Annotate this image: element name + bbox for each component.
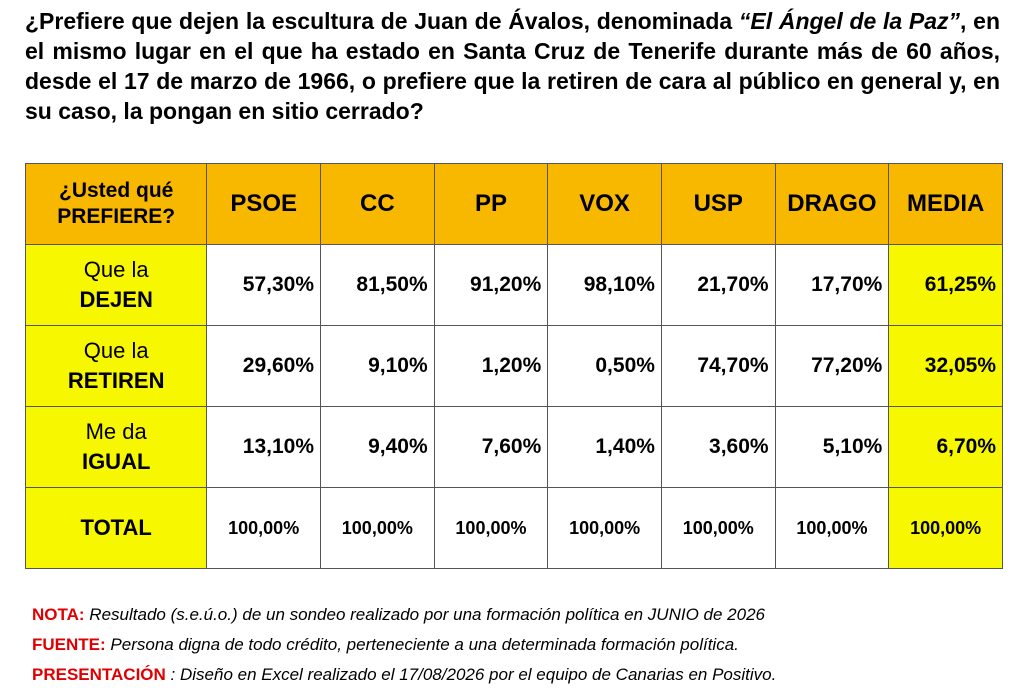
header-cell: PP bbox=[433, 163, 549, 245]
note-label: PRESENTACIÓN bbox=[32, 665, 166, 684]
value-cell: 29,60% bbox=[206, 325, 321, 407]
value-cell: 100,00% bbox=[547, 487, 662, 569]
value-cell: 100,00% bbox=[774, 487, 890, 569]
row-label-bottom: DEJEN bbox=[79, 287, 153, 312]
value-cell: 1,20% bbox=[433, 325, 549, 407]
note-label: FUENTE: bbox=[32, 635, 106, 654]
table-row: Me da IGUAL 13,10% 9,40% 7,60% 1,40% 3,60% 5,10… bbox=[24, 406, 1003, 488]
value-cell: 100,00% bbox=[320, 487, 435, 569]
value-cell: 100,00% bbox=[888, 487, 1003, 569]
row-label-bottom: IGUAL bbox=[81, 449, 151, 474]
value-cell: 0,50% bbox=[547, 325, 662, 407]
value-cell: 9,10% bbox=[320, 325, 435, 407]
row-label: Que la DEJEN bbox=[24, 244, 208, 326]
question-text: ¿Prefiere que dejen la escultura de Juan… bbox=[25, 8, 739, 34]
row-label-bottom: TOTAL bbox=[80, 515, 152, 540]
note-text: : Diseño en Excel realizado el 17/08/202… bbox=[170, 665, 777, 684]
note-label: NOTA: bbox=[32, 605, 85, 624]
value-cell: 100,00% bbox=[206, 487, 321, 569]
value-cell: 17,70% bbox=[774, 244, 890, 326]
table-row: Que la RETIREN 29,60% 9,10% 1,20% 0,50% 74,70%… bbox=[24, 325, 1003, 407]
note-text: Resultado (s.e.ú.o.) de un sondeo realiz… bbox=[89, 605, 765, 624]
note: FUENTE: Persona digna de todo crédito, p… bbox=[32, 630, 776, 660]
table-row: TOTAL 100,00% 100,00% 100,00% 100,00% 100,00%… bbox=[24, 487, 1003, 569]
value-cell: 100,00% bbox=[660, 487, 776, 569]
header-cell: DRAGO bbox=[774, 163, 890, 245]
note: NOTA: Resultado (s.e.ú.o.) de un sondeo … bbox=[32, 600, 776, 630]
header-cell: MEDIA bbox=[888, 163, 1003, 245]
value-cell: 5,10% bbox=[774, 406, 890, 488]
value-cell: 21,70% bbox=[660, 244, 776, 326]
header-cell: VOX bbox=[547, 163, 662, 245]
value-cell: 98,10% bbox=[547, 244, 662, 326]
value-cell: 61,25% bbox=[888, 244, 1003, 326]
row-label: Me da IGUAL bbox=[24, 406, 208, 488]
question-italic: “El Ángel de la Paz” bbox=[738, 8, 961, 34]
header-cell: PSOE bbox=[206, 163, 321, 245]
value-cell: 1,40% bbox=[547, 406, 662, 488]
note: PRESENTACIÓN : Diseño en Excel realizado… bbox=[32, 660, 776, 690]
header-row: ¿Usted qué PREFIERE? PSOE CC PP VOX USP DRAGO M… bbox=[24, 163, 1003, 245]
value-cell: 9,40% bbox=[320, 406, 435, 488]
value-cell: 57,30% bbox=[206, 244, 321, 326]
row-label: TOTAL bbox=[24, 487, 208, 569]
row-label-top: Que la bbox=[83, 257, 149, 282]
notes: NOTA: Resultado (s.e.ú.o.) de un sondeo … bbox=[32, 600, 776, 690]
value-cell: 74,70% bbox=[660, 325, 776, 407]
value-cell: 77,20% bbox=[774, 325, 890, 407]
question: ¿Prefiere que dejen la escultura de Juan… bbox=[25, 6, 1000, 126]
results-table: ¿Usted qué PREFIERE? PSOE CC PP VOX USP DRAGO M… bbox=[24, 163, 1003, 569]
value-cell: 6,70% bbox=[888, 406, 1003, 488]
value-cell: 13,10% bbox=[206, 406, 321, 488]
table-row: Que la DEJEN 57,30% 81,50% 91,20% 98,10% 21,70… bbox=[24, 244, 1003, 326]
value-cell: 32,05% bbox=[888, 325, 1003, 407]
row-label-top: Que la bbox=[83, 338, 149, 363]
header-cell: ¿Usted qué PREFIERE? bbox=[24, 163, 208, 245]
value-cell: 3,60% bbox=[660, 406, 776, 488]
value-cell: 91,20% bbox=[433, 244, 549, 326]
header-cell: USP bbox=[660, 163, 776, 245]
header-cell: CC bbox=[320, 163, 435, 245]
note-text: Persona digna de todo crédito, perteneci… bbox=[110, 635, 739, 654]
row-label-bottom: RETIREN bbox=[67, 368, 165, 393]
row-label: Que la RETIREN bbox=[24, 325, 208, 407]
row-label-top: Me da bbox=[85, 419, 147, 444]
value-cell: 7,60% bbox=[433, 406, 549, 488]
value-cell: 81,50% bbox=[320, 244, 435, 326]
question-text: , en el mismo lugar en el que ha estado … bbox=[25, 8, 1000, 124]
value-cell: 100,00% bbox=[433, 487, 549, 569]
